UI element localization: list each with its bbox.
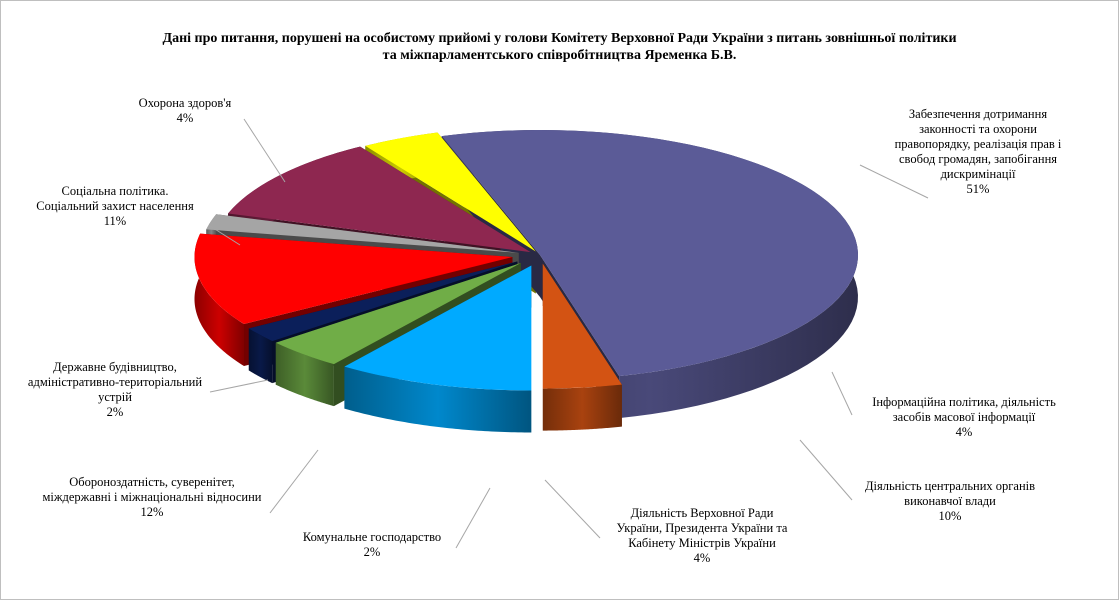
slice-label-line-1-0: Інформаційна політика, діяльність <box>872 395 1056 409</box>
slice-percent-1: 4% <box>956 425 973 439</box>
slice-label-line-7-0: Соціальна політика. <box>62 184 169 198</box>
slice-percent-7: 11% <box>104 214 126 228</box>
slice-label-line-3-2: Кабінету Міністрів України <box>628 536 776 550</box>
slice-label-line-4-0: Комунальне господарство <box>303 530 441 544</box>
pie-slice-6 <box>206 214 519 253</box>
slice-label-line-5-1: міждержавні і міжнаціональні відносини <box>43 490 262 504</box>
leader-line-5 <box>269 449 319 514</box>
pie-slice-2 <box>344 265 532 391</box>
slice-rim-2 <box>344 366 532 433</box>
leader-line-7 <box>209 225 241 246</box>
slice-percent-8: 4% <box>177 111 194 125</box>
leader-line-3 <box>544 479 601 539</box>
slice-label-line-0-1: законності та охорони <box>919 122 1037 136</box>
slice-label-4: Комунальне господарство 2% <box>303 530 441 559</box>
slice-label-line-3-0: Діяльність Верховної Ради <box>631 506 774 520</box>
pie-tops <box>194 130 858 391</box>
leader-line-6 <box>209 379 269 393</box>
slice-label-line-7-1: Соціальний захист населення <box>36 199 194 213</box>
chart-title-line-2: та міжпарламентського співробітництва Яр… <box>382 48 737 63</box>
chart-title-line-1: Дані про питання, порушені на особистому… <box>162 31 957 46</box>
pie-slice-8 <box>365 132 536 252</box>
slice-percent-5: 12% <box>141 505 164 519</box>
slice-label-line-5-0: Обороноздатність, суверенітет, <box>69 475 235 489</box>
slice-label-line-2-0: Діяльність центральних органів <box>865 479 1035 493</box>
slice-label-2: Діяльність центральних органів виконавчої… <box>865 479 1035 523</box>
slice-label-line-0-4: дискримінації <box>941 167 1016 181</box>
slice-label-line-2-1: виконавчої влади <box>904 494 996 508</box>
pie-slice-1 <box>542 263 622 389</box>
slice-label-line-8-0: Охорона здоров'я <box>139 96 232 110</box>
leader-line-8 <box>243 118 286 183</box>
slice-percent-3: 4% <box>694 551 711 565</box>
slice-rim-4 <box>248 328 273 384</box>
pie-slice-5 <box>194 233 513 325</box>
pie-labels: Забезпечення дотримання законності та охо… <box>28 96 1062 565</box>
slice-percent-0: 51% <box>967 182 990 196</box>
slice-label-line-0-3: свобод громадян, запобігання <box>899 152 1057 166</box>
leader-line-4 <box>455 487 491 549</box>
slice-label-6: Державне будівництво, адміністративно-тер… <box>28 360 202 419</box>
slice-label-5: Обороноздатність, суверенітет, міждержавн… <box>43 475 262 519</box>
pie-slice-4 <box>248 261 518 342</box>
slice-percent-6: 2% <box>107 405 124 419</box>
slice-label-7: Соціальна політика. Соціальний захист нас… <box>36 184 194 228</box>
leader-line-0 <box>859 164 929 199</box>
slice-label-line-6-1: адміністративно-територіальний <box>28 375 202 389</box>
pie-slice-3 <box>275 263 521 365</box>
slice-label-line-1-1: засобів масової інформації <box>893 410 1036 424</box>
slice-label-line-6-2: устрій <box>98 390 132 404</box>
slice-label-line-6-0: Державне будівництво, <box>53 360 177 374</box>
slice-percent-4: 2% <box>364 545 381 559</box>
slice-label-3: Діяльність Верховної Ради України, Презид… <box>617 506 788 565</box>
slice-label-8: Охорона здоров'я 4% <box>139 96 232 125</box>
slice-label-line-3-1: України, Президента України та <box>617 521 788 535</box>
slice-rim-1 <box>542 384 622 431</box>
slice-percent-2: 10% <box>939 509 962 523</box>
slice-label-line-0-0: Забезпечення дотримання <box>909 107 1047 121</box>
pie-slice-0 <box>441 130 858 377</box>
leader-line-2 <box>799 439 853 501</box>
leader-line-1 <box>831 371 853 416</box>
slice-label-0: Забезпечення дотримання законності та охо… <box>895 107 1062 196</box>
slice-label-1: Інформаційна політика, діяльність засобів… <box>872 395 1056 439</box>
pie-slice-7 <box>228 146 531 253</box>
slice-rim-5 <box>194 233 244 367</box>
slice-label-line-0-2: правопорядку, реалізація прав і <box>895 137 1062 151</box>
slice-rim-3 <box>275 342 334 407</box>
